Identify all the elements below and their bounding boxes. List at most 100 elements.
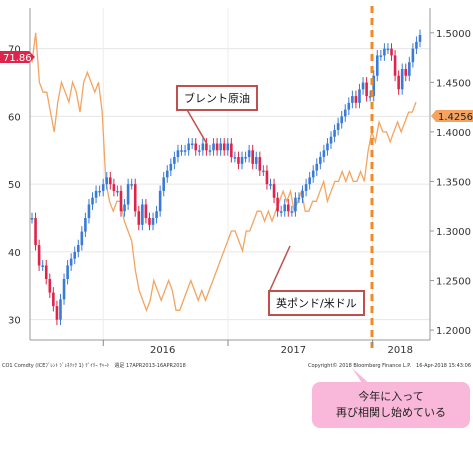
brent-candle (265, 165, 269, 190)
left-tick-label: 30 (8, 316, 21, 327)
right-tick-label: 1.5000 (436, 29, 471, 40)
brent-candle (44, 260, 48, 285)
brent-candle (222, 138, 226, 156)
brent-candle (87, 199, 91, 224)
brent-candle (101, 178, 105, 197)
brent-candle (198, 144, 201, 156)
brent-candle (319, 151, 322, 170)
brent-candle (304, 178, 308, 197)
brent-candle (386, 43, 390, 55)
brent-candle (247, 144, 251, 163)
brent-candle (30, 212, 34, 224)
right-tick-label: 1.4500 (436, 78, 471, 89)
brent-candle (37, 239, 41, 271)
brent-candle (165, 165, 169, 183)
brent-candle (66, 260, 69, 285)
brent-candle (340, 110, 343, 129)
gbp-current-value: 1.4256 (438, 112, 473, 123)
brent-candle (372, 70, 376, 102)
brent-candle (411, 43, 415, 68)
brent-candle (173, 151, 176, 170)
brent-candle (230, 138, 233, 163)
brent-candle (55, 300, 59, 326)
brent-candle (351, 90, 354, 109)
gridlines (30, 8, 430, 340)
brent-candle (52, 287, 55, 312)
brent-candle (41, 260, 44, 271)
brent-candle (215, 138, 219, 156)
brent-candle (315, 158, 319, 177)
brent-candle (109, 171, 112, 190)
right-tick-label: 1.2000 (436, 326, 471, 337)
brent-candle (258, 151, 262, 177)
x-tick-label: 2016 (150, 345, 175, 356)
brent-candle (180, 144, 183, 156)
brent-candle (130, 178, 133, 190)
brent-candle (397, 70, 400, 95)
brent-candle (158, 185, 162, 217)
brent-candle (144, 199, 148, 224)
brent-candle (379, 50, 383, 61)
brent-candle (237, 151, 240, 170)
brent-candle (183, 144, 187, 156)
brent-candle (84, 212, 87, 238)
left-axis: 30 40 50 60 70 (8, 45, 21, 327)
brent-candle (208, 144, 212, 156)
callout-line-1: 今年に入って (358, 390, 424, 403)
brent-candle (294, 192, 297, 217)
brent-current-flag: 71.86 (0, 51, 35, 64)
brent-candle (148, 212, 151, 231)
brent-candle (262, 165, 265, 177)
brent-candle (326, 138, 329, 156)
x-tick-label: 2018 (388, 345, 413, 356)
right-tick-label: 1.3000 (436, 227, 471, 238)
brent-candle (226, 138, 230, 156)
brent-candle (286, 199, 290, 217)
brent-candle (322, 144, 326, 163)
right-tick-label: 1.4000 (436, 128, 471, 139)
brent-candle (62, 273, 66, 305)
brent-candle (308, 171, 311, 190)
brent-candle (311, 165, 315, 183)
brent-series (30, 29, 422, 326)
brent-candle (375, 50, 379, 82)
brent-candle (276, 192, 279, 217)
brent-candle (400, 63, 404, 95)
brent-candle (404, 63, 408, 82)
brent-candle (105, 171, 109, 190)
brent-candle (361, 77, 365, 95)
callout-line-2: 再び相関し始めている (336, 406, 446, 419)
brent-candle (73, 246, 77, 265)
brent-candle (240, 151, 244, 170)
brent-candle (194, 138, 198, 156)
brent-candle (408, 56, 411, 82)
brent-candle (112, 178, 116, 197)
brent-candle (80, 226, 84, 251)
brent-candle (190, 138, 194, 149)
brent-candle (368, 90, 372, 102)
brent-candle (219, 138, 222, 156)
brent-candle (187, 138, 190, 156)
brent-candle (244, 151, 247, 163)
brent-candle (418, 29, 422, 48)
brent-candle (272, 178, 276, 204)
brent-current-value: 71.86 (3, 53, 32, 64)
right-tick-label: 1.3500 (436, 177, 471, 188)
brent-candle (137, 205, 141, 231)
brent-candle (279, 205, 283, 217)
brent-candle (126, 178, 130, 210)
left-tick-label: 50 (8, 180, 21, 191)
brent-candle (347, 97, 351, 116)
brent-candle (116, 185, 119, 197)
brent-label: ブレント原油 (176, 85, 258, 111)
brent-candle (415, 36, 418, 55)
footer-copyright: Copyright© 2018 Bloomberg Finance L.P. 1… (308, 362, 471, 369)
gbpusd-series (31, 32, 417, 313)
brent-candle (233, 151, 237, 163)
brent-candle (269, 178, 272, 190)
brent-candle (176, 144, 180, 163)
brent-candle (151, 212, 155, 231)
brent-candle (336, 117, 340, 136)
